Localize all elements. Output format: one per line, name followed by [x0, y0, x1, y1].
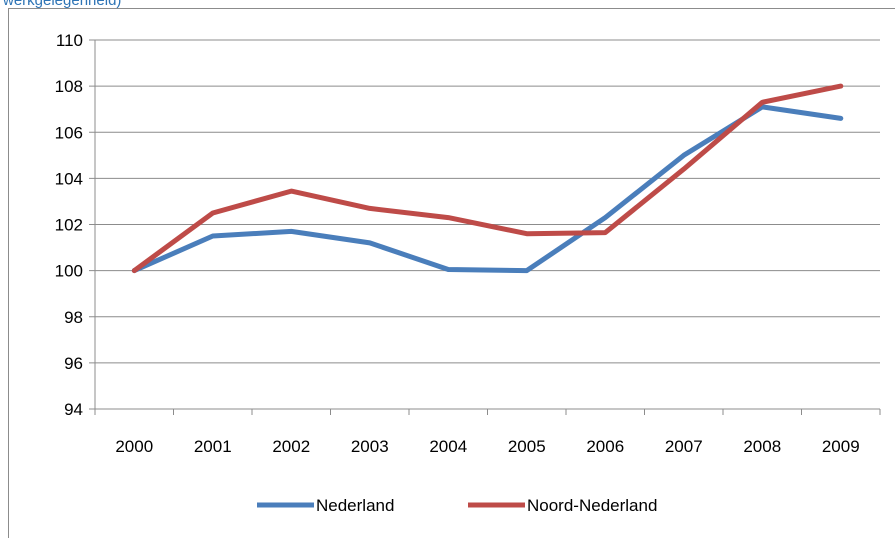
y-tick-label-110: 110	[56, 31, 83, 50]
chart-caption-fragment: werkgelegenheid)	[3, 0, 122, 9]
y-tick-label-108: 108	[55, 77, 83, 96]
y-tick-label-100: 100	[55, 262, 83, 281]
y-tick-label-102: 102	[55, 216, 83, 235]
legend-label-1: Noord-Nederland	[527, 496, 657, 515]
legend: Nederland Noord-Nederland	[257, 496, 657, 515]
x-tick-label-2008: 2008	[743, 437, 781, 456]
series-lines	[131, 83, 844, 274]
y-tick-label-96: 96	[64, 354, 83, 373]
y-tick-label-106: 106	[55, 123, 83, 142]
series-line-0	[131, 104, 844, 274]
x-tick-label-2006: 2006	[586, 437, 624, 456]
x-tick-label-2009: 2009	[822, 437, 860, 456]
gridlines	[95, 39, 880, 364]
x-tick-label-2007: 2007	[665, 437, 703, 456]
series-line-1	[131, 83, 844, 274]
legend-label-0: Nederland	[316, 496, 394, 515]
x-axis-ticks: 2000 2001 2002 2003 2004 2005 2006 2007 2008 2009	[94, 409, 881, 456]
x-tick-label-2004: 2004	[429, 437, 467, 456]
x-tick-label-2002: 2002	[272, 437, 310, 456]
y-axis-ticks: 94 96 98 100 102 104 106 108 110	[55, 31, 95, 419]
x-tick-label-2000: 2000	[115, 437, 153, 456]
x-tick-label-2001: 2001	[194, 437, 232, 456]
y-tick-label-94: 94	[64, 400, 83, 419]
y-tick-label-104: 104	[55, 169, 83, 188]
x-tick-label-2003: 2003	[351, 437, 389, 456]
y-tick-label-98: 98	[64, 308, 83, 327]
chart-frame	[8, 8, 895, 538]
x-tick-label-2005: 2005	[508, 437, 546, 456]
